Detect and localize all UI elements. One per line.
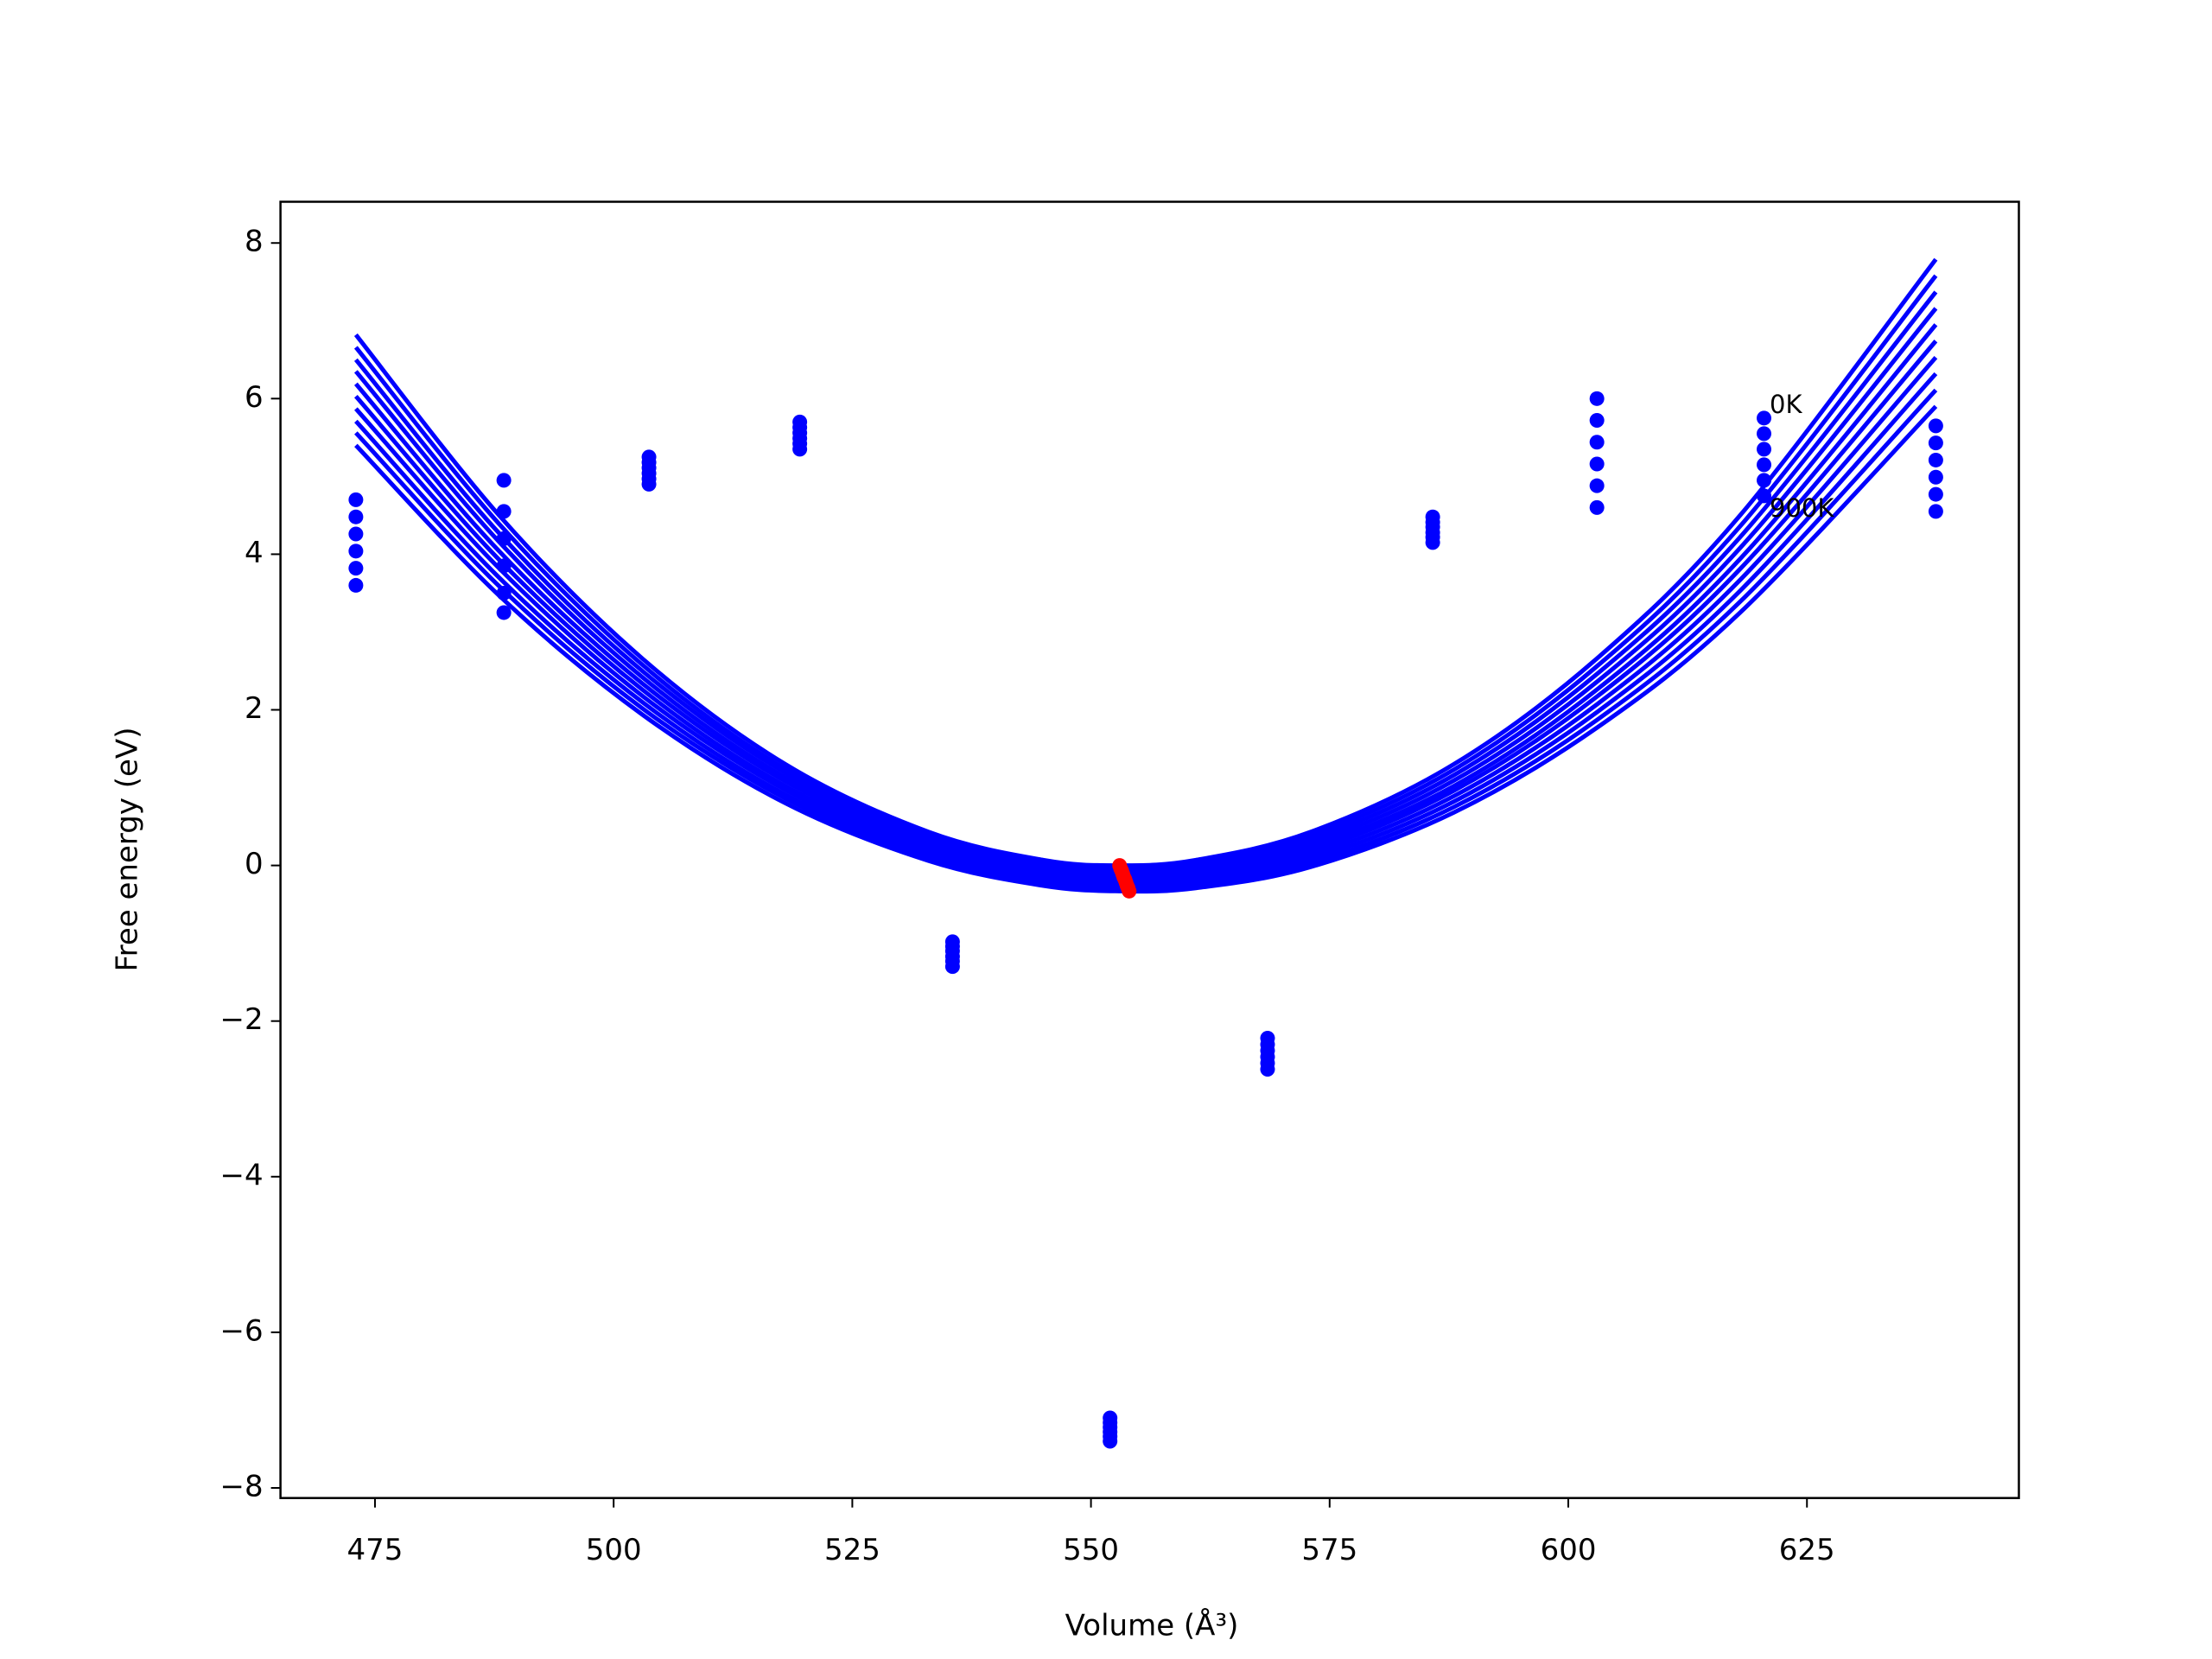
- point: [496, 605, 512, 620]
- point: [1928, 418, 1943, 434]
- x-tick-label: 625: [1779, 1533, 1835, 1567]
- point: [1757, 473, 1772, 488]
- y-tick-label: 0: [245, 847, 264, 881]
- y-tick-label: 8: [245, 225, 264, 259]
- y-tick-label: −6: [219, 1313, 263, 1348]
- point: [1589, 478, 1605, 493]
- point: [1260, 1062, 1275, 1077]
- x-tick-label: 475: [347, 1533, 404, 1567]
- y-tick-label: −2: [219, 1002, 263, 1037]
- point: [496, 531, 512, 546]
- point: [348, 561, 364, 576]
- point: [1757, 442, 1772, 457]
- x-tick-label: 500: [586, 1533, 642, 1567]
- point: [1589, 413, 1605, 429]
- point: [944, 959, 960, 975]
- y-axis-label: Free energy (eV): [111, 728, 145, 972]
- point: [1589, 499, 1605, 515]
- point: [348, 492, 364, 507]
- point: [1425, 535, 1440, 550]
- point: [1103, 1433, 1118, 1449]
- y-tick-label: 2: [245, 691, 264, 726]
- y-tick-label: −8: [219, 1469, 263, 1503]
- y-tick-label: −4: [219, 1158, 263, 1192]
- curve: [354, 388, 1938, 891]
- y-tick-label: 6: [245, 380, 264, 415]
- x-tick-label: 525: [824, 1533, 880, 1567]
- annotation: 900K: [1770, 493, 1834, 523]
- point: [1928, 452, 1943, 467]
- point: [1757, 457, 1772, 473]
- point: [1122, 883, 1137, 899]
- point: [641, 476, 657, 492]
- point: [1757, 410, 1772, 426]
- point: [1757, 488, 1772, 504]
- annotation: 0K: [1770, 390, 1802, 419]
- x-tick-label: 550: [1063, 1533, 1119, 1567]
- point: [1928, 486, 1943, 502]
- point: [1589, 435, 1605, 450]
- x-tick-label: 600: [1541, 1533, 1597, 1567]
- point: [792, 442, 808, 457]
- y-tick-label: 4: [245, 536, 264, 570]
- point: [496, 504, 512, 519]
- point: [348, 509, 364, 524]
- point: [1589, 391, 1605, 406]
- point: [496, 585, 512, 601]
- point: [1928, 469, 1943, 485]
- point: [1757, 426, 1772, 442]
- x-axis-label: Volume (Å³): [1065, 1608, 1239, 1643]
- point: [348, 526, 364, 542]
- point: [1928, 435, 1943, 451]
- point: [496, 473, 512, 488]
- point: [1928, 504, 1943, 519]
- point: [348, 577, 364, 593]
- axes-frame: [279, 200, 2020, 1499]
- point: [348, 543, 364, 559]
- plot-area: [348, 257, 1943, 1449]
- point: [496, 558, 512, 574]
- point: [1589, 456, 1605, 472]
- x-tick-label: 575: [1301, 1533, 1357, 1567]
